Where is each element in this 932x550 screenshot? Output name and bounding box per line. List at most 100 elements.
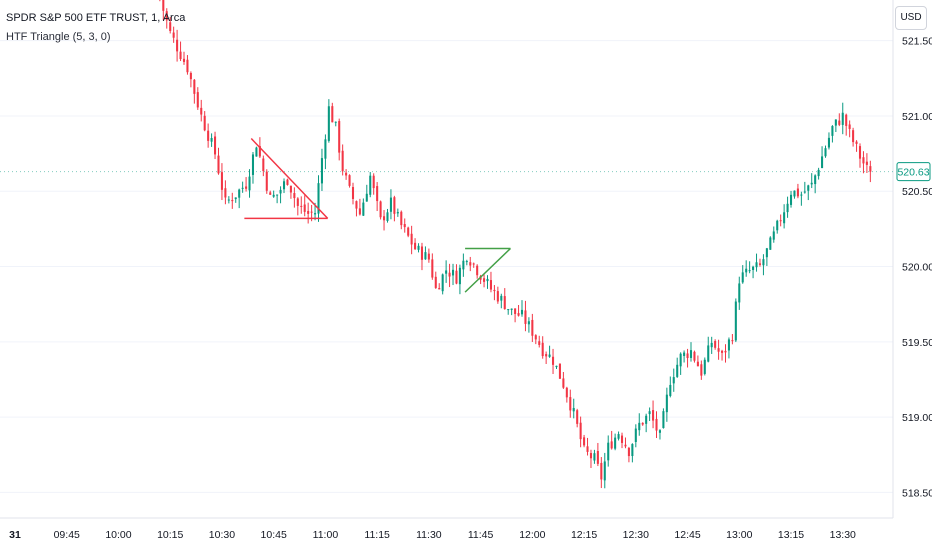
candle xyxy=(717,339,720,360)
candle-body xyxy=(269,192,272,195)
candle xyxy=(514,308,517,323)
indicator-label[interactable]: HTF Triangle (5, 3, 0) xyxy=(6,31,111,43)
candle xyxy=(348,174,351,188)
candle-body xyxy=(724,350,727,353)
candle xyxy=(821,146,824,169)
time-axis[interactable]: 31 09:45 10:00 10:15 10:30 10:45 11:00 11:15 11:… xyxy=(0,517,893,541)
candle xyxy=(855,140,858,152)
candle xyxy=(493,285,496,301)
candle xyxy=(541,336,544,359)
candle-body xyxy=(245,186,248,189)
candle xyxy=(824,145,827,158)
grid-lines xyxy=(0,40,893,493)
candle xyxy=(852,127,855,147)
candle xyxy=(800,191,803,206)
candle-body xyxy=(500,295,503,301)
price-axis[interactable]: 518.50 519.00 519.50 520.00 520.50 521.00 521.… xyxy=(0,0,932,518)
candle-body xyxy=(289,185,292,193)
candle-body xyxy=(803,191,806,193)
candle-body xyxy=(400,211,403,226)
candle-body xyxy=(407,227,410,236)
candle xyxy=(710,336,713,354)
candle-body xyxy=(645,415,648,424)
candle-body xyxy=(858,146,862,159)
candle-body xyxy=(486,278,489,282)
candle-body xyxy=(262,158,265,171)
candle xyxy=(579,416,582,448)
candle-body xyxy=(703,359,706,374)
candle xyxy=(286,178,289,186)
candle-body xyxy=(534,335,537,340)
candle xyxy=(838,113,841,127)
candle-body xyxy=(762,259,765,266)
y-tick-label: 520.50 xyxy=(902,186,932,198)
candle-body xyxy=(593,453,596,461)
candle-body xyxy=(576,410,579,424)
candle xyxy=(220,163,223,201)
candle-body xyxy=(169,22,172,31)
candle-body xyxy=(310,211,313,213)
candle-body xyxy=(334,121,337,123)
candle-body xyxy=(176,39,179,52)
candle-body xyxy=(865,161,868,165)
candle-body xyxy=(314,213,317,215)
candle xyxy=(679,352,682,375)
candle xyxy=(379,200,382,220)
candle-body xyxy=(527,321,530,325)
candle-body xyxy=(841,112,844,125)
candle-body xyxy=(652,410,655,421)
candle xyxy=(731,334,734,345)
candle-body xyxy=(276,194,279,196)
candle-body xyxy=(821,156,824,169)
candle xyxy=(200,99,203,122)
candle xyxy=(159,0,161,2)
candle xyxy=(769,236,772,250)
candle-body xyxy=(624,444,627,447)
candle-body xyxy=(717,348,720,352)
candle-body xyxy=(789,194,793,205)
candle-body xyxy=(383,216,386,221)
bullish-triangle[interactable] xyxy=(464,247,511,293)
candle xyxy=(676,357,679,378)
candle-body xyxy=(572,408,575,412)
candle xyxy=(193,79,196,104)
candle xyxy=(620,432,624,449)
candle-body xyxy=(648,411,651,415)
candle-body xyxy=(686,353,689,359)
x-tick-label: 11:00 xyxy=(313,529,339,541)
candle xyxy=(172,26,175,43)
candle-body xyxy=(238,189,241,198)
candle-body xyxy=(796,188,799,197)
candle xyxy=(755,253,758,272)
candle-body xyxy=(600,462,603,480)
candle-body xyxy=(365,193,368,202)
candle-body xyxy=(386,212,389,221)
candle-body xyxy=(538,341,541,345)
candle-body xyxy=(272,194,275,197)
symbol-title[interactable]: SPDR S&P 500 ETF TRUST, 1, Arca xyxy=(6,12,186,24)
candle-body xyxy=(493,289,496,292)
candle-body xyxy=(496,291,499,302)
candle xyxy=(303,195,306,217)
candle-body xyxy=(351,187,355,199)
candle-body xyxy=(162,0,165,11)
candle-body xyxy=(655,418,658,431)
candle xyxy=(248,169,251,198)
candle xyxy=(638,413,641,436)
candle-body xyxy=(251,154,255,175)
candle xyxy=(586,437,589,456)
y-tick-label: 521.00 xyxy=(902,111,932,123)
candle-body xyxy=(679,353,682,367)
bearish-triangle[interactable] xyxy=(244,138,329,220)
candle xyxy=(424,246,427,260)
candle-body xyxy=(189,72,192,80)
candle-body xyxy=(758,263,762,265)
candle-body xyxy=(489,280,492,290)
candle xyxy=(207,123,210,148)
candle xyxy=(224,180,227,205)
currency-button[interactable]: USD xyxy=(895,6,927,30)
candle xyxy=(834,119,837,133)
candle xyxy=(324,134,327,170)
candle-body xyxy=(510,308,513,310)
